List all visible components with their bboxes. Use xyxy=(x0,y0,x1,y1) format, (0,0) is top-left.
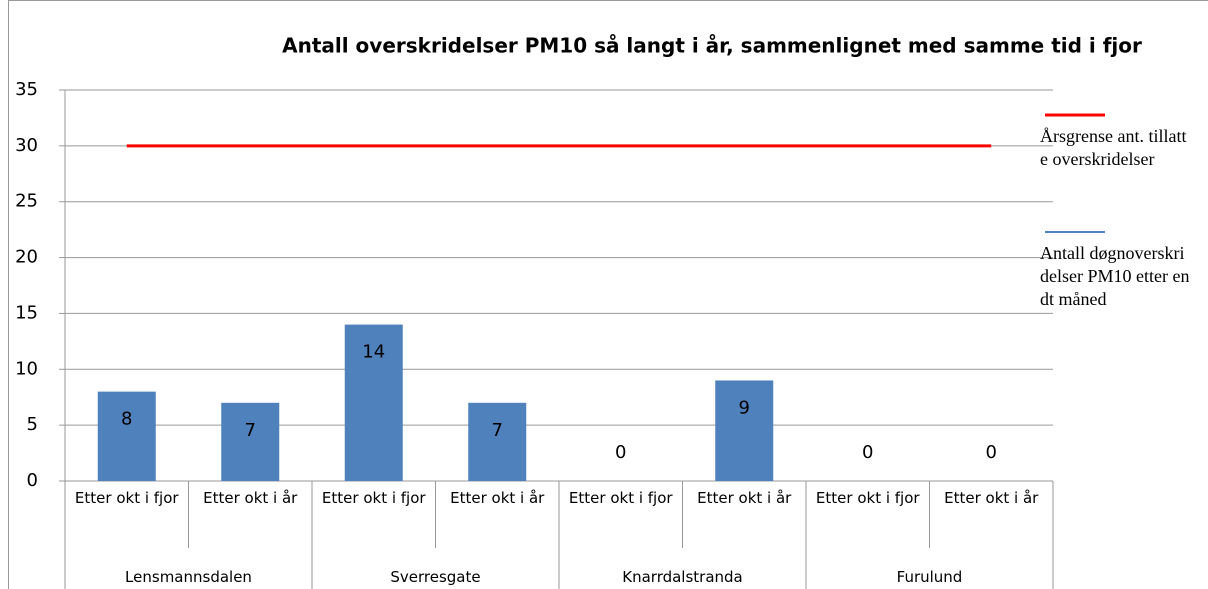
legend-label-box: Antall døgnoverskridelser PM10 etter end… xyxy=(1040,243,1190,309)
data-label: 14 xyxy=(362,342,385,363)
x-tick-label-box: Etter okt i fjor xyxy=(74,489,179,507)
x-tick-label-box: Etter okt i fjor xyxy=(568,489,673,507)
data-label: 0 xyxy=(986,442,997,463)
x-tick-label: Etter okt i år xyxy=(450,489,545,507)
legend-label: Antall døgnoverskridelser PM10 etter end… xyxy=(1040,243,1190,309)
bar xyxy=(221,402,280,481)
y-tick-label: 15 xyxy=(15,302,38,323)
bar xyxy=(97,391,156,481)
data-label: 7 xyxy=(492,420,503,441)
chart-border xyxy=(8,0,1208,589)
bar xyxy=(468,402,527,481)
x-tick-label-box: Etter okt i år xyxy=(697,489,792,507)
x-tick-label-box: Etter okt i år xyxy=(203,489,298,507)
group-label-box: Knarrdalstranda xyxy=(622,568,743,586)
y-tick-label: 10 xyxy=(15,358,38,379)
x-tick-label: Etter okt i fjor xyxy=(74,489,179,507)
y-tick-label: 35 xyxy=(15,79,38,100)
x-tick-label-box: Etter okt i år xyxy=(450,489,545,507)
data-label: 0 xyxy=(862,442,873,463)
x-tick-label-box: Etter okt i fjor xyxy=(321,489,426,507)
x-tick-label: Etter okt i år xyxy=(697,489,792,507)
legend-label-box: Årsgrense ant. tillatte overskridelser xyxy=(1040,126,1187,169)
y-tick-label: 30 xyxy=(15,135,38,156)
bar xyxy=(344,324,403,481)
data-label: 0 xyxy=(615,442,626,463)
chart-title: Antall overskridelser PM10 så langt i år… xyxy=(282,34,1142,58)
data-label: 8 xyxy=(121,409,132,430)
group-label-box: Sverresgate xyxy=(390,568,481,586)
group-label-box: Lensmannsdalen xyxy=(125,568,252,586)
group-label: Furulund xyxy=(896,568,963,586)
y-tick-label: 20 xyxy=(15,247,38,268)
y-tick-label: 5 xyxy=(27,414,38,435)
bar xyxy=(715,380,774,481)
x-tick-label: Etter okt i år xyxy=(203,489,298,507)
group-label-box: Furulund xyxy=(896,568,963,586)
x-tick-label-box: Etter okt i år xyxy=(944,489,1039,507)
y-tick-label: 25 xyxy=(15,191,38,212)
x-tick-label: Etter okt i fjor xyxy=(815,489,920,507)
group-label: Sverresgate xyxy=(390,568,481,586)
group-label: Lensmannsdalen xyxy=(125,568,252,586)
data-label: 7 xyxy=(245,420,256,441)
x-tick-label-box: Etter okt i fjor xyxy=(815,489,920,507)
x-tick-label: Etter okt i fjor xyxy=(321,489,426,507)
group-label: Knarrdalstranda xyxy=(622,568,743,586)
x-tick-label: Etter okt i år xyxy=(944,489,1039,507)
data-label: 9 xyxy=(739,397,750,418)
legend-label: Årsgrense ant. tillatte overskridelser xyxy=(1040,126,1187,169)
x-tick-label: Etter okt i fjor xyxy=(568,489,673,507)
y-tick-label: 0 xyxy=(27,470,38,491)
